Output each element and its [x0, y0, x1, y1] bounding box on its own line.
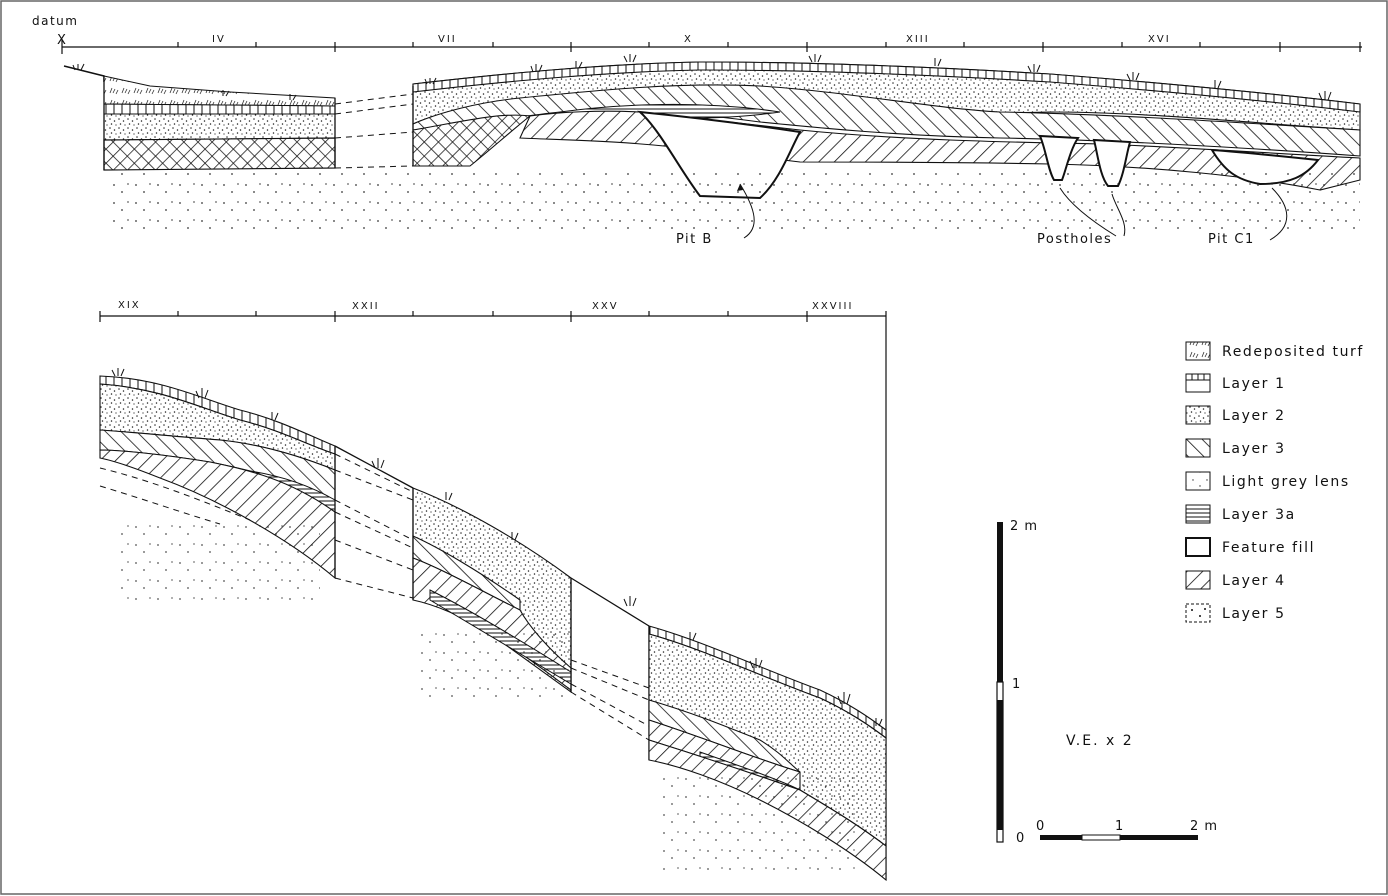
lower-surface-gap-2	[570, 577, 650, 627]
horizontal-scale-label-2m: 2 m	[1190, 819, 1218, 834]
postholes-leader-1	[1059, 187, 1117, 237]
upper-ground-surface	[63, 65, 105, 82]
postholes-label: Postholes	[1037, 232, 1112, 247]
legend-label-layer-3a: Layer 3a	[1222, 507, 1296, 523]
legend-item-layer-3a: Layer 3a	[1185, 504, 1296, 524]
legend-label-layer-5: Layer 5	[1222, 606, 1286, 622]
legend-label-layer-1: Layer 1	[1222, 376, 1286, 392]
legend-label-light-grey-lens: Light grey lens	[1222, 474, 1350, 490]
lower-layer5-dots-2	[420, 630, 570, 700]
vertical-exaggeration-label: V.E. x 2	[1066, 733, 1134, 749]
legend-swatch-layer-3a	[1185, 504, 1211, 524]
legend-item-light-grey-lens: Light grey lens	[1185, 471, 1350, 491]
legend-item-layer-4: Layer 4	[1185, 570, 1286, 590]
legend-item-layer-3: Layer 3	[1185, 438, 1286, 458]
upper-grid-label-xiii: XIII	[906, 34, 930, 45]
pit-b-arrowhead	[737, 184, 743, 191]
vertical-scale-mid-label: 1	[1012, 677, 1021, 692]
horizontal-scale-bar: 0 1 2 m	[1036, 819, 1218, 841]
legend-item-redeposited-turf: Redeposited turf	[1185, 341, 1364, 361]
lower-layer5-dots-3	[660, 770, 860, 870]
legend-swatch-layer-2	[1185, 405, 1211, 425]
upper-grass-tufts	[72, 54, 1332, 101]
legend-swatch-layer-4	[1185, 570, 1211, 590]
pit-c1-leader	[1269, 187, 1288, 241]
legend-label-layer-2: Layer 2	[1222, 408, 1286, 424]
upper-block-left	[103, 75, 336, 171]
pit-b-label: Pit B	[676, 232, 713, 247]
postholes-leader-2	[1111, 193, 1126, 237]
horizontal-scale-label-1: 1	[1115, 819, 1124, 834]
lower-layer5-dots-1	[120, 520, 320, 600]
lower-grid-label-xxviii: XXVIII	[812, 301, 853, 312]
lower-grass-tufts	[111, 368, 883, 727]
upper-grid-ticks	[61, 40, 1361, 54]
upper-grid-label-x: X	[684, 34, 693, 45]
legend-item-layer-5: Layer 5	[1185, 603, 1286, 623]
upper-section: datum X IV VII X XIII XVI	[32, 14, 1362, 247]
upper-grid-label-vii: VII	[438, 34, 457, 45]
upper-gap-dashes	[334, 93, 414, 169]
lower-gap-1-dashes	[334, 453, 414, 599]
legend-swatch-light-grey-lens	[1185, 471, 1211, 491]
legend-item-feature-fill: Feature fill	[1185, 537, 1315, 557]
upper-block-main	[412, 61, 1361, 200]
horizontal-scale-label-0: 0	[1036, 819, 1045, 834]
lower-gap-2-dashes	[570, 659, 650, 741]
legend-swatch-feature-fill	[1185, 537, 1211, 557]
legend-item-layer-1: Layer 1	[1185, 373, 1286, 393]
vertical-scale-bottom-label: 0	[1016, 831, 1025, 846]
vertical-scale-bar: 2 m 1 0	[996, 519, 1038, 846]
upper-grid-label-iv: IV	[212, 34, 226, 45]
legend-label-layer-4: Layer 4	[1222, 573, 1286, 589]
legend: Redeposited turf Layer 1 Layer 2 Layer 3…	[1185, 341, 1364, 623]
pit-c1-label: Pit C1	[1208, 232, 1255, 247]
pit-b-leader	[739, 183, 755, 239]
lower-surface-gap-1	[334, 445, 414, 489]
datum-label: datum	[32, 14, 78, 28]
lower-grid-label-xxv: XXV	[592, 301, 619, 312]
legend-label-feature-fill: Feature fill	[1222, 540, 1315, 556]
lower-block-1	[99, 375, 336, 580]
vertical-scale-top-label: 2 m	[1010, 519, 1038, 534]
upper-grid-label-xvi: XVI	[1148, 34, 1171, 45]
lower-grid-label-xxii: XXII	[352, 301, 380, 312]
legend-swatch-layer-5	[1185, 603, 1211, 623]
legend-swatch-turf	[1185, 341, 1211, 361]
lower-grid-label-xix: XIX	[118, 300, 141, 311]
legend-label-layer-3: Layer 3	[1222, 441, 1286, 457]
upper-layer5-dots	[110, 172, 1360, 232]
legend-item-layer-2: Layer 2	[1185, 405, 1286, 425]
legend-swatch-layer-3	[1185, 438, 1211, 458]
legend-label-redeposited-turf: Redeposited turf	[1222, 344, 1364, 360]
lower-section: XIX XXII XXV XXVIII	[99, 300, 887, 882]
